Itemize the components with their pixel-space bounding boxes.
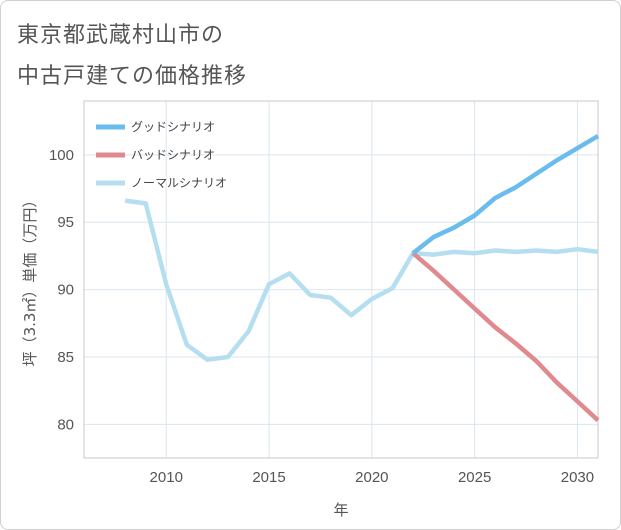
grid <box>84 101 598 458</box>
y-axis-label: 坪（3.3㎡）単価（万円） <box>21 193 39 367</box>
series-line-2 <box>124 198 599 362</box>
legend-label: グッドシナリオ <box>131 120 215 134</box>
y-tick-label: 100 <box>49 147 74 164</box>
x-tick-label: 2025 <box>458 469 491 486</box>
y-tick-label: 95 <box>57 214 74 231</box>
x-tick-label: 2010 <box>150 469 183 486</box>
chart-title-line-1: 東京都武蔵村山市の <box>17 23 225 48</box>
y-axis-ticks: 80 85 90 95 100 <box>49 147 74 433</box>
plot-area-border <box>83 100 599 459</box>
chart-title-line-2: 中古戸建ての価格推移 <box>17 64 248 89</box>
y-tick-label: 85 <box>57 349 74 366</box>
x-tick-label: 2015 <box>252 469 285 486</box>
series-line-0 <box>411 134 600 255</box>
x-axis-ticks: 2010 2015 2020 2025 2030 <box>150 469 595 486</box>
legend-label: バッドシナリオ <box>131 148 215 162</box>
series-line-1 <box>411 251 600 422</box>
legend-label: ノーマルシナリオ <box>131 176 227 190</box>
x-tick-label: 2030 <box>561 469 594 486</box>
y-tick-label: 90 <box>57 282 74 299</box>
y-tick-label: 80 <box>57 416 74 433</box>
series-lines <box>124 134 600 422</box>
x-axis-label: 年 <box>333 501 348 519</box>
x-tick-label: 2020 <box>355 469 388 486</box>
